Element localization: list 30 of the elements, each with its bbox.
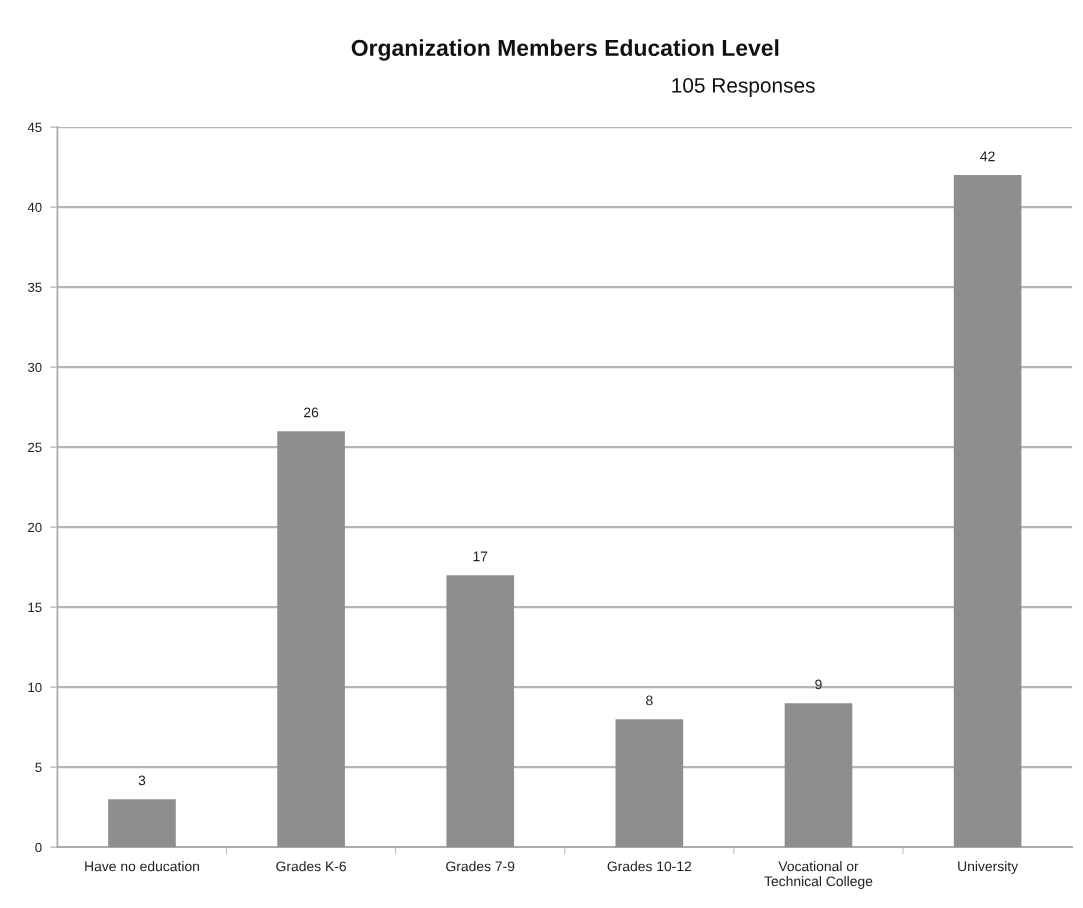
x-tick-label: Grades 7-9 xyxy=(446,861,515,872)
y-tick-label: 5 xyxy=(35,762,42,773)
y-tick-label: 25 xyxy=(28,442,42,453)
data-label: 8 xyxy=(646,695,653,706)
y-tick-label: 35 xyxy=(27,282,42,293)
y-tick-label: 40 xyxy=(27,202,42,213)
x-tick-label: Vocational or Technical College xyxy=(764,861,873,889)
x-tick-label: Have no education xyxy=(85,861,199,872)
chart-subtitle: 105 Responses xyxy=(672,78,815,97)
bar xyxy=(277,431,345,848)
data-label: 26 xyxy=(304,407,319,418)
x-tick-label: Grades 10-12 xyxy=(607,861,692,872)
x-tick-label: Grades K-6 xyxy=(276,861,346,872)
data-label: 3 xyxy=(138,775,146,786)
y-tick-label: 10 xyxy=(28,682,42,693)
y-tick-label: 20 xyxy=(28,522,42,533)
data-label: 9 xyxy=(815,679,822,690)
bar xyxy=(615,719,684,848)
y-tick-label: 30 xyxy=(27,362,42,373)
bar xyxy=(446,575,515,848)
bar xyxy=(784,703,853,848)
y-tick-label: 45 xyxy=(27,122,42,133)
chart-title: Organization Members Education Level xyxy=(351,39,779,61)
x-tick-label: University xyxy=(958,861,1019,874)
bar xyxy=(108,799,176,848)
bar xyxy=(953,175,1022,848)
y-tick-label: 0 xyxy=(35,842,42,853)
data-label: 42 xyxy=(980,151,995,162)
data-label: 17 xyxy=(473,551,488,562)
y-tick-label: 15 xyxy=(28,602,42,613)
